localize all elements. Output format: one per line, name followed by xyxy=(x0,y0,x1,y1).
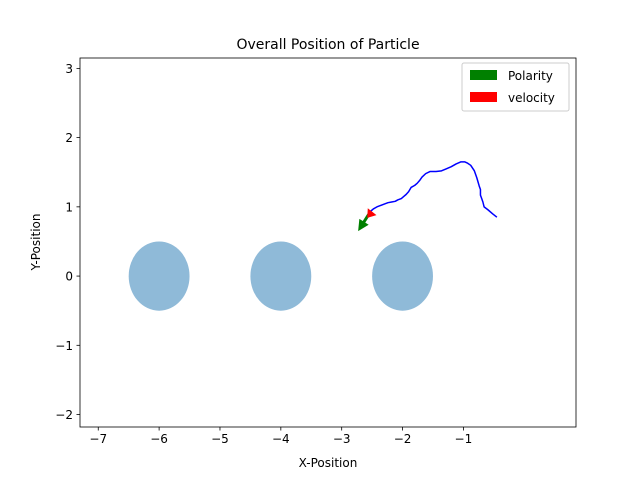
x-tick-label: −4 xyxy=(272,432,290,446)
x-axis-ticks: −7 −6 −5 −4 −3 −2 −1 xyxy=(89,427,472,446)
arrows-layer xyxy=(358,208,377,232)
velocity-arrow xyxy=(367,208,377,218)
x-tick-label: −3 xyxy=(333,432,351,446)
obstacles-layer xyxy=(128,241,433,311)
x-tick-label: −7 xyxy=(89,432,107,446)
obstacle-circle xyxy=(250,241,312,311)
chart-title: Overall Position of Particle xyxy=(236,37,419,53)
y-axis-ticks: −2 −1 0 1 2 3 xyxy=(55,62,80,422)
y-tick-label: −2 xyxy=(55,408,73,422)
legend: Polarity velocity xyxy=(461,62,570,112)
x-tick-label: −1 xyxy=(455,432,473,446)
obstacle-circle xyxy=(128,241,190,311)
y-tick-label: 2 xyxy=(65,131,73,145)
y-tick-label: 3 xyxy=(65,62,73,76)
y-tick-label: −1 xyxy=(55,339,73,353)
y-tick-label: 0 xyxy=(65,270,73,284)
x-tick-label: −5 xyxy=(211,432,229,446)
obstacle-circle xyxy=(372,241,433,311)
legend-label-polarity: Polarity xyxy=(508,69,553,83)
plot-frame xyxy=(79,57,577,428)
legend-swatch-polarity xyxy=(470,70,497,80)
y-tick-label: 1 xyxy=(65,200,73,214)
y-axis-label: Y-Position xyxy=(29,214,43,272)
legend-swatch-velocity xyxy=(470,92,497,102)
x-tick-label: −2 xyxy=(394,432,412,446)
legend-label-velocity: velocity xyxy=(508,91,555,105)
x-axis-label: X-Position xyxy=(299,456,358,470)
x-tick-label: −6 xyxy=(150,432,168,446)
trajectory-line xyxy=(368,161,498,218)
trajectory-layer xyxy=(368,161,498,218)
